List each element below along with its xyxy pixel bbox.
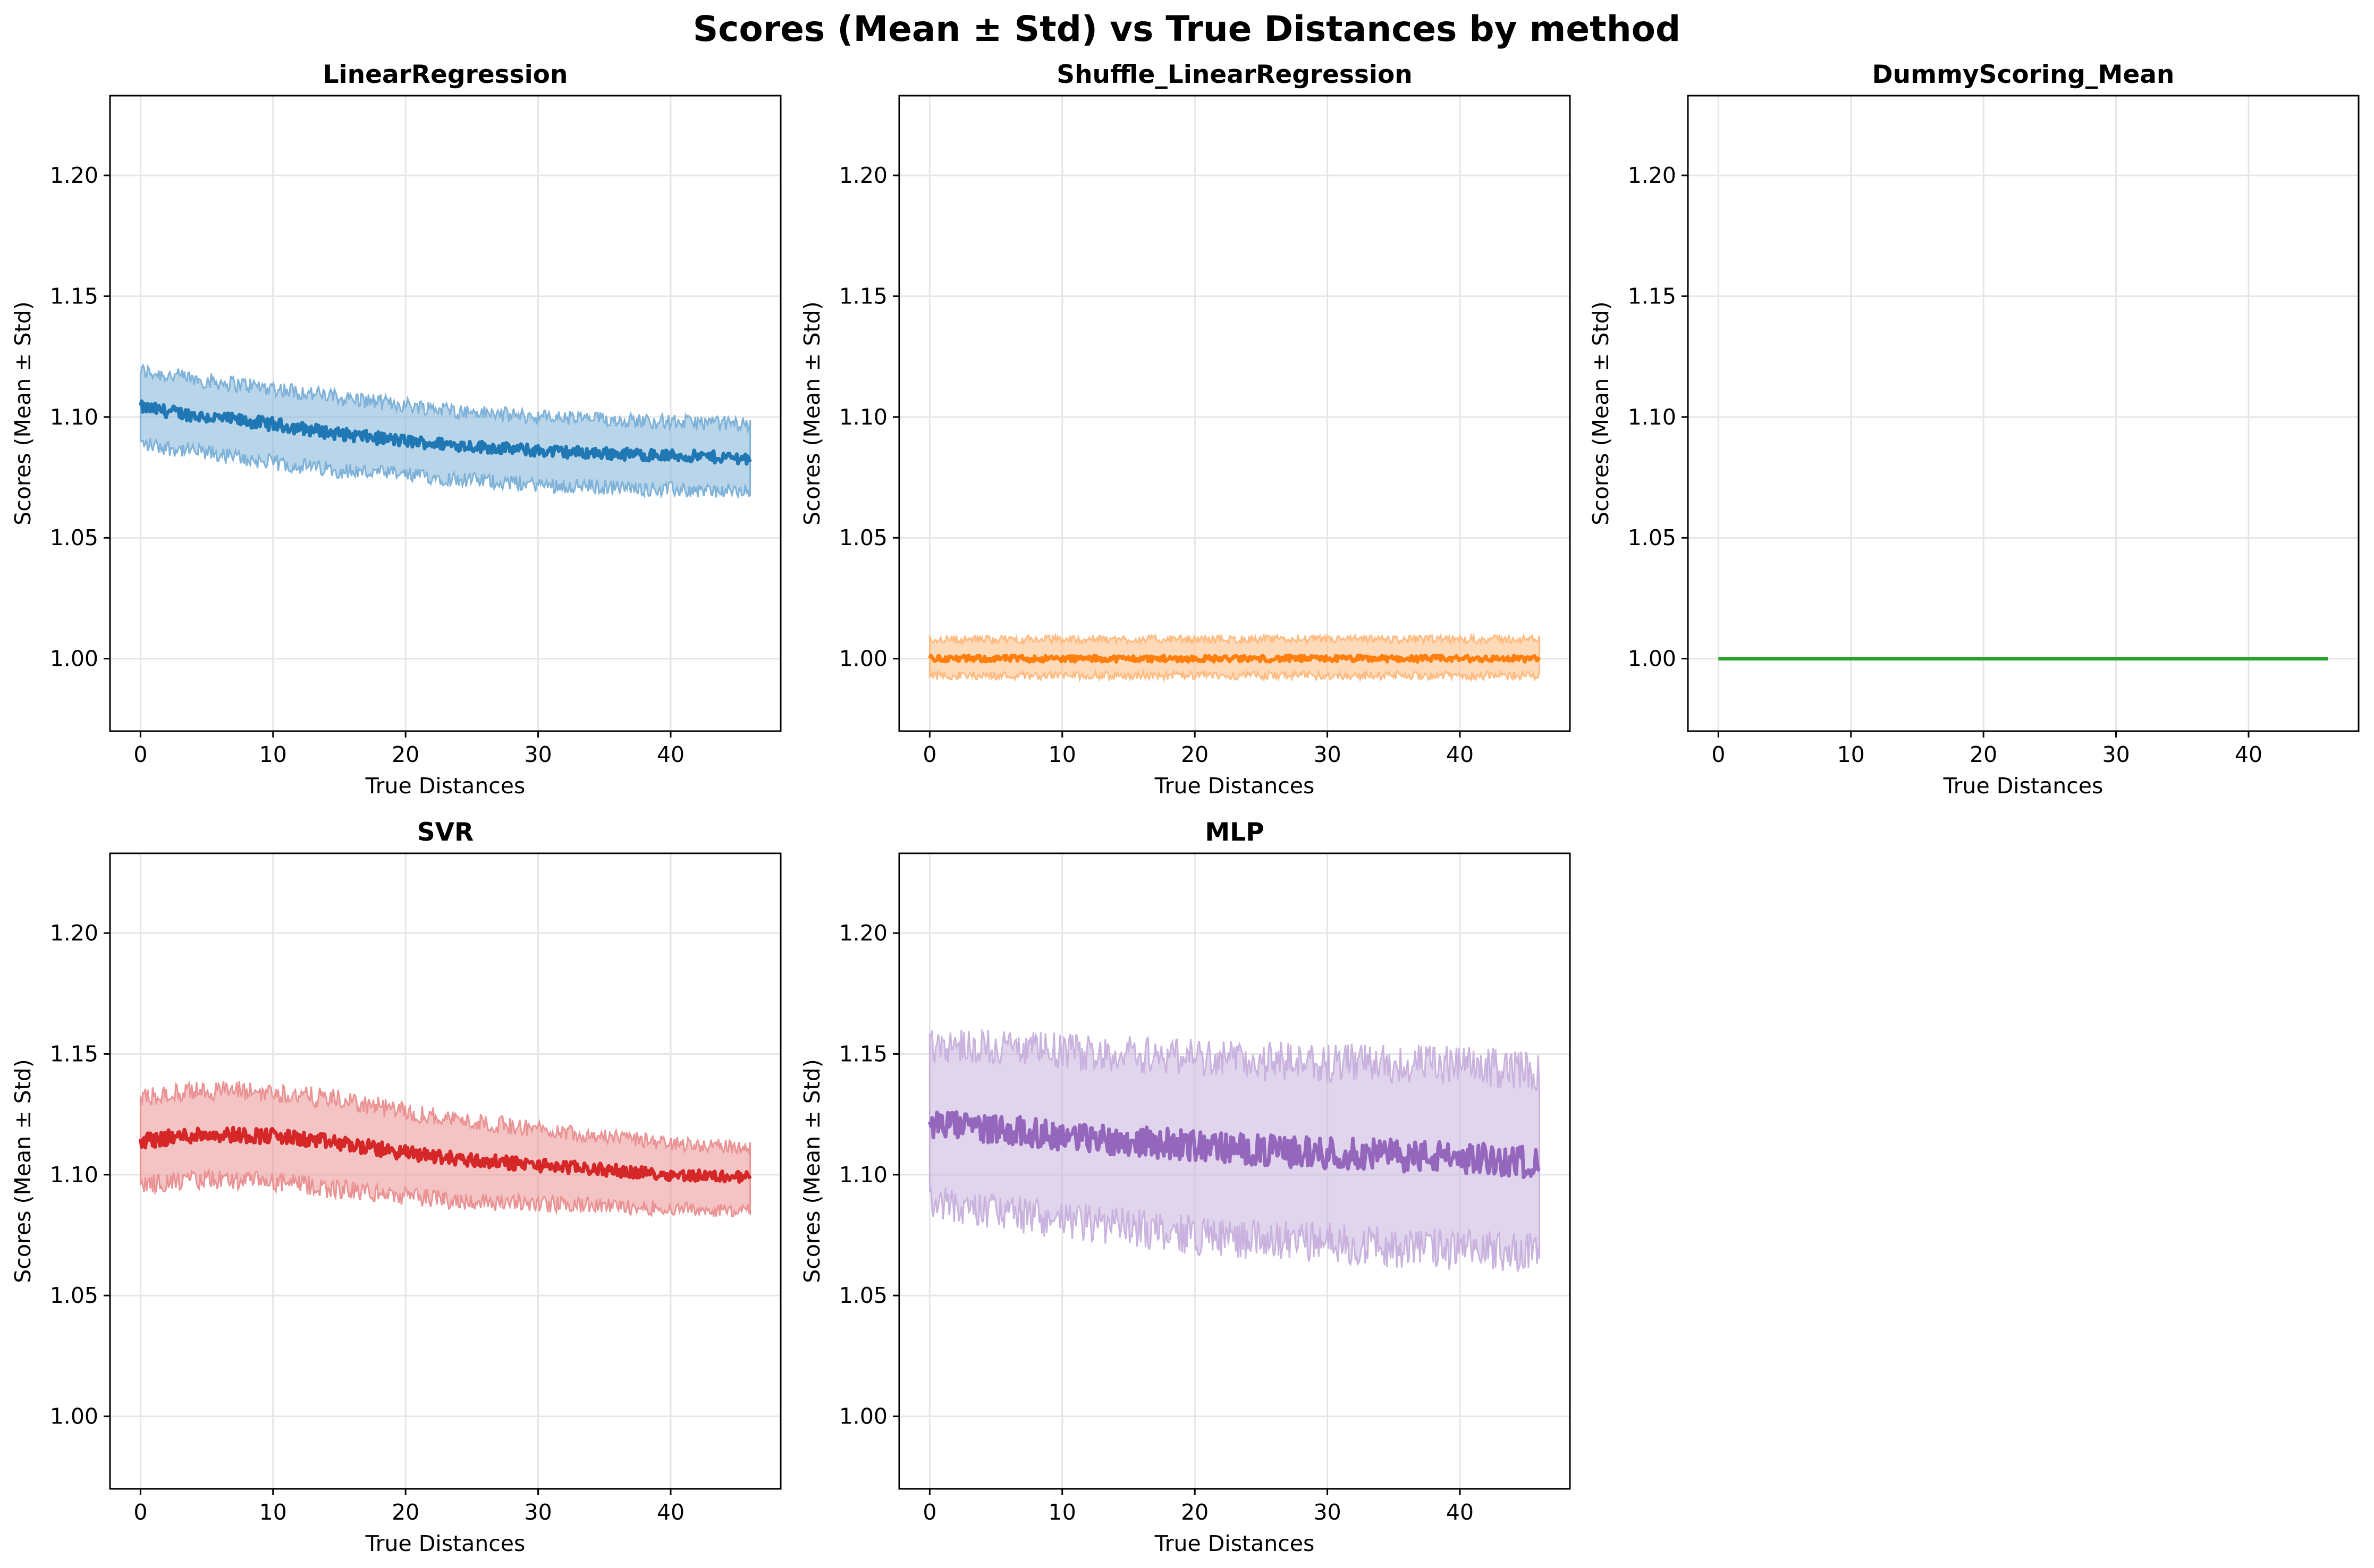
x-tick-label: 0	[923, 1499, 936, 1525]
std-band	[139, 1080, 751, 1218]
y-tick-label: 1.20	[839, 163, 888, 188]
y-tick-label: 1.15	[50, 1041, 98, 1066]
y-tick-label: 1.05	[839, 1283, 888, 1308]
x-tick-label: 40	[1446, 742, 1474, 767]
x-tick-label: 20	[1970, 742, 1997, 767]
x-tick-label: 30	[2102, 742, 2130, 767]
panel-title: DummyScoring_Mean	[1872, 60, 2175, 89]
plot-area	[928, 632, 1541, 683]
y-tick-label: 1.15	[839, 283, 888, 309]
y-tick-label: 1.10	[839, 404, 888, 430]
axes-frame	[898, 95, 1571, 732]
y-axis-label: Scores (Mean ± Std)	[10, 1059, 36, 1283]
x-tick-label: 0	[133, 1499, 147, 1525]
y-tick-label: 1.05	[50, 525, 98, 550]
y-tick-label: 1.15	[50, 283, 98, 309]
x-tick-label: 10	[1049, 1499, 1076, 1525]
y-tick-label: 1.20	[1628, 163, 1676, 188]
x-tick-label: 40	[657, 742, 685, 767]
y-axis-label: Scores (Mean ± Std)	[10, 301, 36, 525]
x-tick-label: 40	[657, 1499, 685, 1525]
axes-frame	[109, 95, 782, 732]
y-tick-label: 1.05	[839, 525, 888, 550]
panel-4: 0 10 20 30 40 1.00 1.05 1.10 1.15 1.20 SVR True Dis…	[10, 818, 782, 1556]
x-tick-label: 30	[1313, 742, 1341, 767]
y-tick-label: 1.10	[50, 404, 98, 430]
plot-area	[928, 1028, 1541, 1272]
mean-line	[928, 654, 1541, 664]
x-axis-label: True Distances	[365, 773, 526, 799]
y-tick-label: 1.20	[839, 920, 888, 946]
y-tick-label: 1.20	[50, 163, 98, 188]
y-tick-label: 1.10	[1628, 404, 1676, 430]
axes-frame	[109, 852, 782, 1490]
y-tick-label: 1.15	[1628, 283, 1676, 309]
x-axis-label: True Distances	[1154, 1531, 1315, 1556]
x-tick-label: 0	[1711, 742, 1725, 767]
x-axis-label: True Distances	[365, 1531, 526, 1556]
x-tick-label: 10	[1837, 742, 1865, 767]
panel-title: LinearRegression	[323, 60, 568, 89]
x-tick-label: 30	[524, 1499, 552, 1525]
x-tick-label: 40	[2235, 742, 2262, 767]
x-tick-label: 20	[392, 742, 419, 767]
x-tick-label: 10	[259, 1499, 287, 1525]
y-tick-label: 1.00	[1628, 646, 1676, 672]
panel-title: Shuffle_LinearRegression	[1057, 60, 1412, 89]
y-tick-label: 1.00	[839, 1404, 888, 1429]
y-tick-label: 1.10	[839, 1162, 888, 1188]
axes-frame	[898, 852, 1571, 1490]
y-tick-label: 1.10	[50, 1162, 98, 1188]
y-tick-label: 1.00	[839, 646, 888, 672]
x-tick-label: 30	[1313, 1499, 1341, 1525]
x-tick-label: 30	[524, 742, 552, 767]
x-tick-label: 0	[923, 742, 936, 767]
x-tick-label: 20	[392, 1499, 419, 1525]
panel-3: 0 10 20 30 40 1.00 1.05 1.10 1.15 1.20 DummyScorin…	[1588, 60, 2360, 799]
std-band	[139, 363, 751, 499]
panel-5: 0 10 20 30 40 1.00 1.05 1.10 1.15 1.20 MLP True Dis…	[799, 818, 1571, 1556]
panel-title: MLP	[1205, 818, 1264, 847]
x-tick-label: 20	[1181, 1499, 1209, 1525]
y-tick-label: 1.05	[1628, 525, 1676, 550]
figure-suptitle: Scores (Mean ± Std) vs True Distances by…	[693, 9, 1681, 49]
x-tick-label: 10	[259, 742, 287, 767]
mean-line	[928, 1110, 1541, 1179]
y-tick-label: 1.15	[839, 1041, 888, 1066]
y-tick-label: 1.00	[50, 1404, 98, 1429]
x-tick-label: 10	[1049, 742, 1076, 767]
plot-area	[138, 1080, 752, 1218]
x-axis-label: True Distances	[1154, 773, 1315, 799]
x-tick-label: 0	[133, 742, 147, 767]
mean-line	[139, 399, 752, 466]
x-axis-label: True Distances	[1943, 773, 2103, 799]
y-axis-label: Scores (Mean ± Std)	[799, 301, 825, 525]
plot-area	[139, 363, 752, 499]
y-axis-label: Scores (Mean ± Std)	[799, 1059, 825, 1283]
panels: 0 10 20 30 40 1.00 1.05 1.10 1.15 1.20 LinearRegre…	[10, 60, 2360, 1556]
panel-2: 0 10 20 30 40 1.00 1.05 1.10 1.15 1.20 Shuffle_Lin…	[799, 60, 1571, 799]
panel-1: 0 10 20 30 40 1.00 1.05 1.10 1.15 1.20 LinearRegre…	[10, 60, 782, 799]
panel-title: SVR	[417, 818, 474, 847]
x-tick-label: 20	[1181, 742, 1209, 767]
y-tick-label: 1.20	[50, 920, 98, 946]
y-tick-label: 1.00	[50, 646, 98, 672]
y-axis-label: Scores (Mean ± Std)	[1588, 301, 1613, 525]
mean-line	[138, 1125, 752, 1184]
axes-frame	[1687, 95, 2360, 732]
y-tick-label: 1.05	[50, 1283, 98, 1308]
x-tick-label: 40	[1446, 1499, 1474, 1525]
